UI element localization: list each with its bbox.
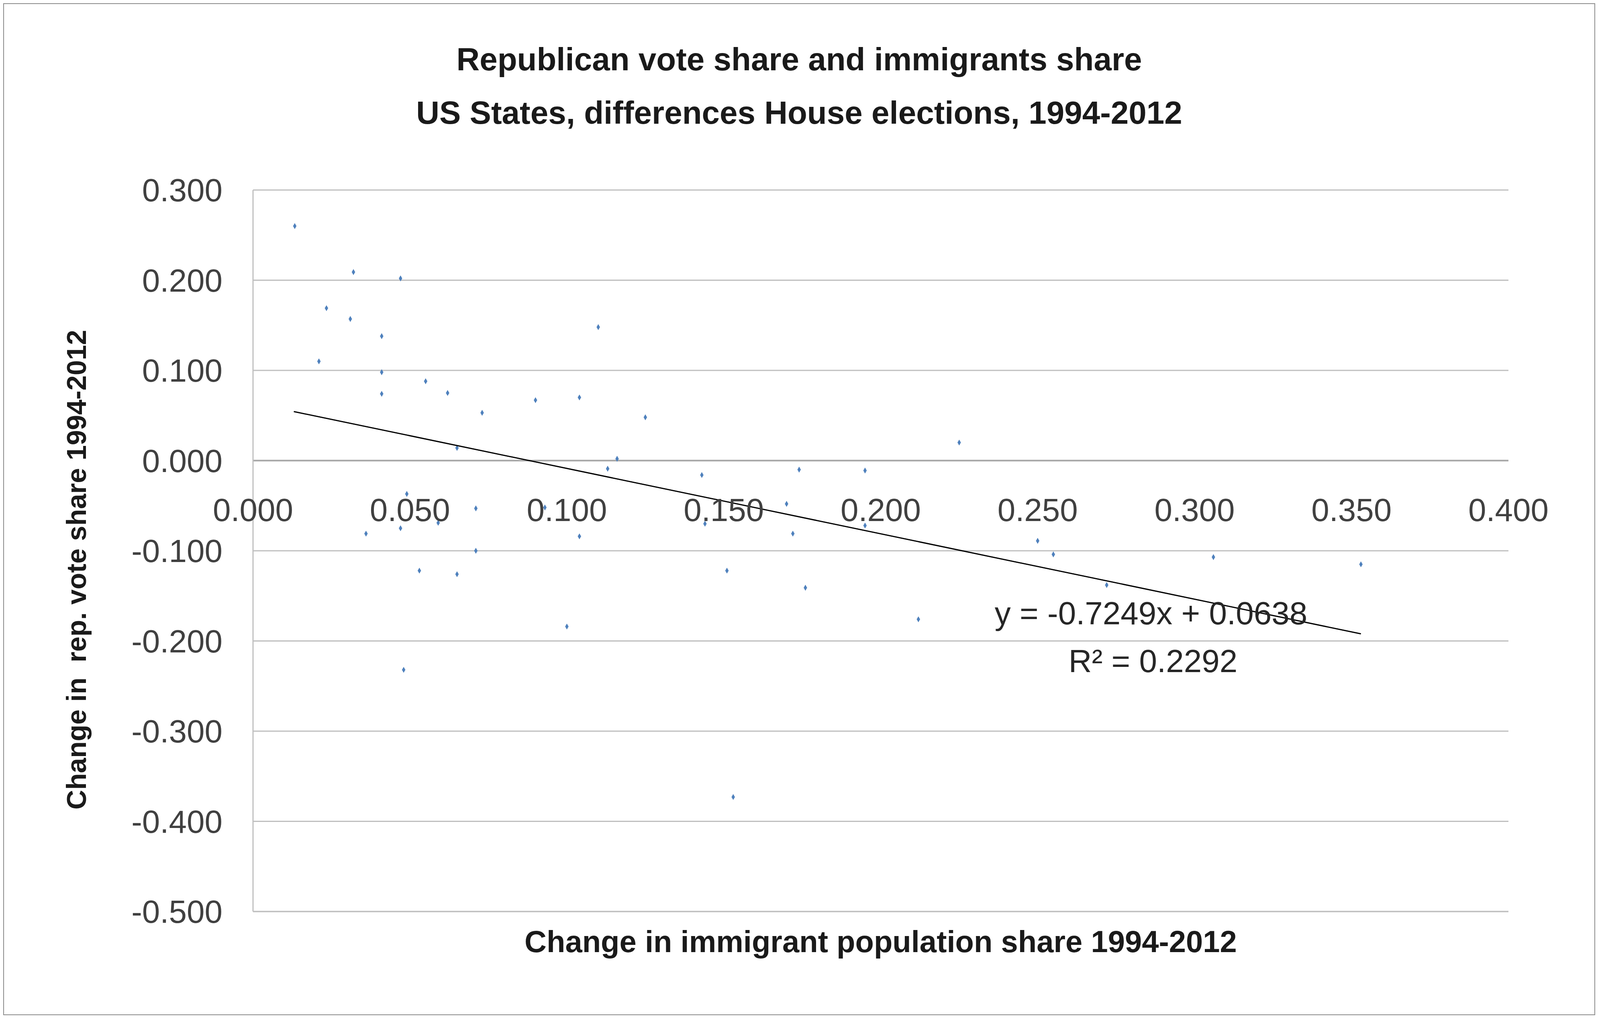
svg-text:0.200: 0.200 [840, 491, 921, 528]
html-text:R² = 0.2292: R² = 0.2292 [1068, 642, 1238, 679]
svg-text:0.200: 0.200 [142, 262, 223, 299]
svg-text:0.350: 0.350 [1311, 491, 1392, 528]
svg-text:-0.500: -0.500 [131, 893, 223, 930]
html-text:y = -0.7249x + 0.0638: y = -0.7249x + 0.0638 [994, 595, 1308, 631]
svg-text:0.100: 0.100 [142, 352, 223, 389]
svg-text:0.250: 0.250 [997, 491, 1078, 528]
html-text:Change in rep. vote share 1994: Change in rep. vote share 1994-2012 [61, 329, 92, 810]
svg-text:0.050: 0.050 [369, 491, 451, 528]
html-text:Change in immigrant population: Change in immigrant population share 199… [524, 924, 1237, 959]
html-text:Republican vote share and immi: Republican vote share and immigrants sha… [456, 41, 1143, 78]
svg-text:0.000: 0.000 [142, 442, 223, 479]
html-text:US States, differences House e: US States, differences House elections, … [416, 94, 1183, 131]
svg-text:0.150: 0.150 [683, 491, 764, 528]
svg-text:0.300: 0.300 [142, 172, 223, 209]
svg-text:-0.400: -0.400 [131, 803, 223, 840]
svg-text:0.400: 0.400 [1468, 491, 1549, 528]
svg-text:-0.200: -0.200 [131, 623, 223, 660]
svg-text:0.000: 0.000 [212, 491, 294, 528]
svg-text:0.100: 0.100 [526, 491, 607, 528]
svg-text:-0.100: -0.100 [131, 532, 223, 569]
svg-text:-0.300: -0.300 [131, 713, 223, 749]
svg-text:0.300: 0.300 [1154, 491, 1235, 528]
